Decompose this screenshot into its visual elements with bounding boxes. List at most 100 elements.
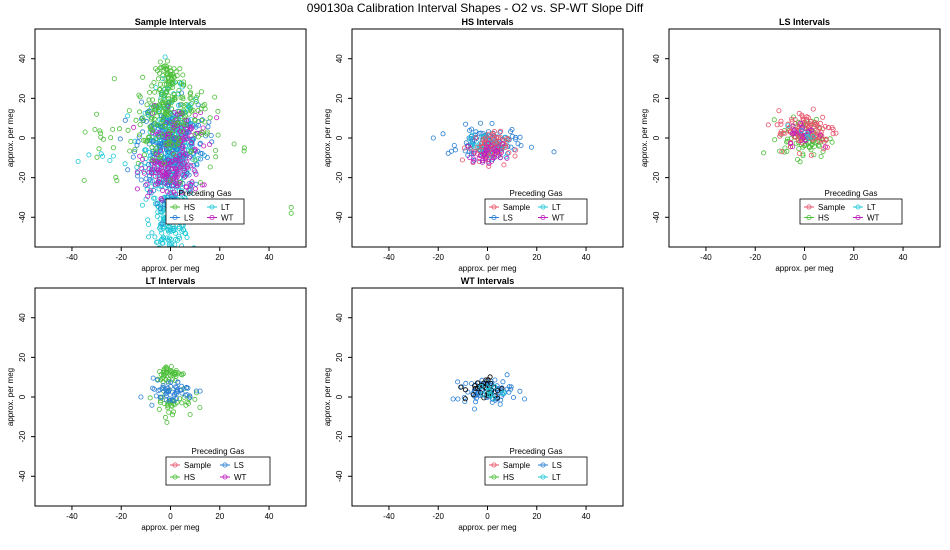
point-hs: [148, 116, 154, 122]
panel-4: LT Intervals -40 -20 0 20 40 -40 -20 0 20 40 approx…: [6, 276, 307, 532]
point-hs: [241, 145, 247, 151]
point-lt: [166, 229, 172, 235]
point-wt: [193, 171, 199, 177]
point-wt: [155, 181, 161, 187]
point-hs: [164, 58, 170, 64]
point-wt: [188, 181, 194, 187]
point-hs: [193, 95, 199, 101]
point-hs: [156, 406, 162, 412]
point-lt: [154, 213, 160, 219]
point-hs: [173, 116, 179, 122]
point-sample: [804, 117, 810, 123]
point-ls: [150, 385, 156, 391]
point-ls: [162, 126, 168, 132]
point-hs: [161, 81, 167, 87]
point-hs: [156, 155, 162, 161]
point-hs: [98, 130, 104, 136]
point-lt: [193, 97, 199, 103]
point-ls: [169, 397, 175, 403]
point-ls: [131, 149, 137, 155]
point-hs: [157, 81, 163, 87]
point-ls: [462, 148, 468, 154]
point-sample: [778, 118, 784, 124]
legend-box: [799, 198, 903, 225]
point-wt: [791, 128, 797, 134]
point-hs: [172, 96, 178, 102]
point-lt: [181, 227, 187, 233]
point-hs: [94, 154, 100, 160]
legend-label: Sample: [818, 203, 846, 212]
point-hs: [162, 107, 168, 113]
point-sample: [833, 130, 839, 136]
point-ls: [208, 132, 214, 138]
point-sample: [818, 120, 824, 126]
point-lt: [487, 392, 493, 398]
y-tick-label: -20: [652, 171, 661, 183]
point-ls: [199, 151, 205, 157]
legend-title: Preceding Gas: [510, 189, 563, 198]
point-hs: [172, 94, 178, 100]
point-hs: [173, 122, 179, 128]
point-wt: [155, 152, 161, 158]
point-hs: [176, 79, 182, 85]
point-hs: [163, 82, 169, 88]
point-sample: [799, 112, 805, 118]
y-tick-label: 40: [18, 313, 27, 322]
point-ls: [205, 124, 211, 130]
legend-title: Preceding Gas: [510, 447, 563, 456]
point-hs: [771, 117, 777, 123]
point-hs: [150, 157, 156, 163]
y-tick-label: 40: [335, 313, 344, 322]
point-ls: [136, 134, 142, 140]
point-hs: [212, 94, 218, 100]
point-lt: [191, 245, 197, 247]
point-sample: [513, 147, 519, 153]
point-hs: [181, 107, 187, 113]
point-hs: [179, 102, 185, 108]
point-hs: [166, 409, 172, 415]
point-ls: [183, 385, 189, 391]
point-hs: [171, 92, 177, 98]
point-lt: [491, 384, 497, 390]
point-hs: [213, 147, 219, 153]
point-lt: [177, 248, 181, 252]
point-wt: [168, 166, 174, 172]
point-hs: [800, 153, 806, 159]
point-hs: [761, 150, 767, 156]
point-hs: [195, 92, 201, 98]
point-lt: [182, 230, 188, 236]
point-hs: [183, 102, 189, 108]
point-hs: [811, 152, 817, 158]
point-hs: [161, 67, 167, 73]
point-hs: [114, 178, 120, 184]
point-hs: [108, 135, 114, 141]
point-wt: [214, 115, 220, 121]
legend-label: WT: [221, 214, 234, 223]
point-ls: [148, 178, 154, 184]
point-extra: [462, 387, 468, 393]
point-ls: [194, 162, 200, 168]
x-tick-label: -40: [383, 253, 395, 262]
point-sample: [810, 106, 816, 112]
point-hs: [777, 148, 783, 154]
point-lt: [110, 153, 116, 159]
point-hs: [204, 131, 210, 137]
point-hs: [802, 142, 808, 148]
point-sample: [491, 136, 497, 142]
point-sample: [779, 149, 785, 155]
point-wt: [147, 188, 153, 194]
point-hs: [198, 180, 204, 186]
point-wt: [131, 124, 137, 130]
point-hs: [197, 404, 203, 410]
point-ls: [159, 386, 165, 392]
x-tick-label: 0: [485, 253, 490, 262]
point-wt: [184, 164, 190, 170]
point-hs: [818, 153, 824, 159]
point-hs: [92, 127, 98, 133]
point-hs: [199, 118, 205, 124]
point-hs: [168, 106, 174, 112]
point-hs: [163, 141, 169, 147]
y-tick-label: 0: [18, 394, 27, 399]
point-lt: [152, 195, 158, 201]
